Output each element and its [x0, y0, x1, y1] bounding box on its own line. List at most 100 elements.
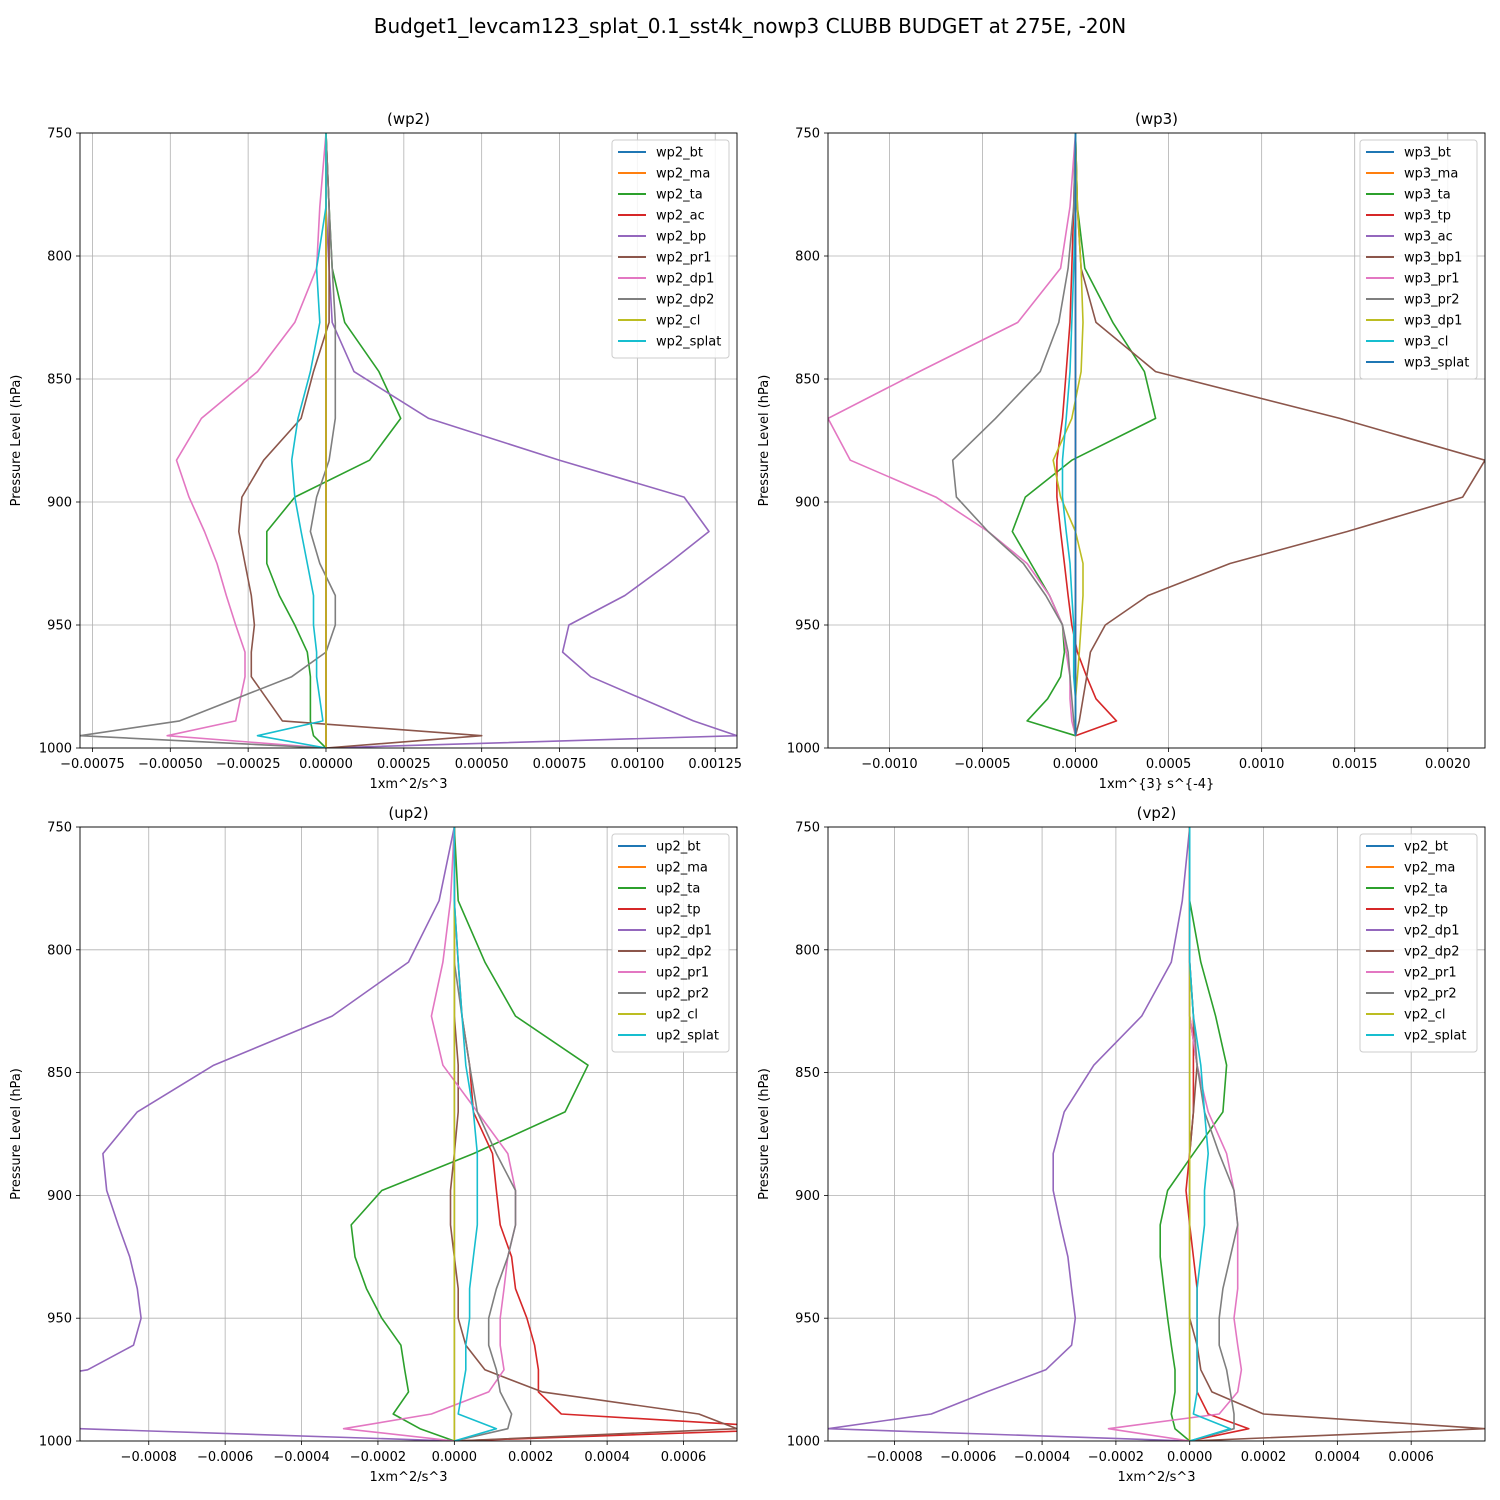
series-line-wp3_bp1 [1074, 133, 1485, 736]
panel-vp2: 750 800 850 900 950 1000 −0.0008 −0.0006 −0.0004… [757, 804, 1486, 1485]
panel-title: (wp3) [1135, 110, 1178, 128]
legend-label: up2_pr1 [656, 966, 709, 981]
series-line-wp2_dp2 [80, 133, 337, 748]
series-line-vp2_dp1 [828, 827, 1191, 1441]
y-tick-label: 800 [47, 943, 72, 958]
y-tick-label: 1000 [39, 742, 72, 757]
series-line-up2_ta [350, 827, 589, 1441]
panel-title: (wp2) [387, 110, 430, 128]
series-group [828, 827, 1485, 1441]
legend-label: wp3_splat [1404, 356, 1469, 371]
plot-frame [827, 132, 1486, 749]
series-line-wp2_dp1 [166, 133, 327, 748]
y-tick-label: 750 [795, 127, 820, 142]
x-tick-label: 0.0010 [1239, 757, 1285, 772]
y-tick-label: 850 [795, 373, 820, 388]
y-tick-label: 750 [47, 127, 72, 142]
legend-label: wp3_tp [1404, 209, 1451, 224]
legend-label: vp2_ma [1404, 861, 1455, 876]
legend-label: wp2_bp [656, 230, 706, 245]
series-line-wp3_pr1 [828, 133, 1077, 736]
x-tick-label: −0.0002 [1088, 1450, 1144, 1465]
legend-label: vp2_tp [1404, 903, 1448, 918]
series-line-wp3_tp [1056, 133, 1118, 737]
panel-title: (up2) [388, 804, 428, 822]
series-group [80, 827, 737, 1441]
legend-label: wp3_pr1 [1404, 272, 1460, 287]
y-tick-label: 950 [795, 1312, 820, 1327]
x-tick-label: −0.00075 [60, 757, 125, 772]
series-group [80, 133, 737, 748]
x-tick-label: 0.0000 [1167, 1450, 1213, 1465]
series-group [828, 133, 1485, 737]
x-tick-label: −0.0004 [273, 1450, 329, 1465]
legend-label: up2_dp1 [656, 924, 712, 939]
y-tick-label: 1000 [39, 1435, 72, 1450]
x-axis-label: 1xm^2/s^3 [1117, 1470, 1195, 1485]
legend-label: up2_pr2 [656, 987, 709, 1002]
legend-label: vp2_pr1 [1404, 966, 1457, 981]
y-tick-label: 750 [47, 821, 72, 836]
x-tick-label: −0.0006 [940, 1450, 996, 1465]
x-tick-label: 0.0000 [1053, 757, 1099, 772]
legend-label: vp2_dp2 [1404, 945, 1460, 960]
series-line-vp2_splat [1188, 827, 1232, 1441]
x-tick-label: 0.0004 [584, 1450, 630, 1465]
y-tick-label: 800 [795, 250, 820, 265]
legend-label: vp2_cl [1404, 1008, 1445, 1023]
legend-label: up2_splat [656, 1029, 719, 1044]
legend-label: wp3_ta [1404, 188, 1451, 203]
legend: wp2_bt wp2_ma wp2_ta wp2_ac wp2_bp wp2_pr1 wp2… [611, 139, 730, 359]
legend-label: wp2_ma [656, 167, 710, 182]
x-tick-label: −0.0006 [197, 1450, 253, 1465]
x-axis-label: 1xm^2/s^3 [369, 777, 447, 792]
series-line-up2_dp1 [80, 827, 456, 1441]
panel-wp2: 750 800 850 900 950 1000−0.00075 −0.00050 −0.00… [9, 110, 742, 792]
legend-label: wp2_dp2 [656, 293, 714, 308]
x-tick-label: −0.0004 [1014, 1450, 1070, 1465]
legend-label: wp3_bt [1404, 146, 1451, 161]
x-tick-label: 0.00000 [299, 757, 353, 772]
series-line-wp2_bp [325, 133, 737, 748]
x-tick-label: 0.00125 [688, 757, 742, 772]
x-tick-label: 0.00075 [533, 757, 587, 772]
series-line-vp2_pr1 [1107, 827, 1243, 1441]
series-line-wp3_cl [1061, 133, 1077, 736]
x-tick-label: −0.0010 [861, 757, 917, 772]
y-tick-label: 800 [795, 943, 820, 958]
plot-frame [79, 826, 738, 1442]
y-tick-label: 950 [795, 619, 820, 634]
legend-label: wp2_bt [656, 146, 703, 161]
y-tick-label: 850 [795, 1066, 820, 1081]
legend: wp3_bt wp3_ma wp3_ta wp3_tp wp3_ac wp3_bp1 wp3… [1359, 139, 1478, 380]
x-tick-label: −0.0005 [954, 757, 1010, 772]
legend-label: up2_dp2 [656, 945, 712, 960]
x-tick-label: 0.0015 [1332, 757, 1378, 772]
y-tick-label: 750 [795, 821, 820, 836]
legend-label: vp2_ta [1404, 882, 1448, 897]
x-tick-label: 0.0005 [1146, 757, 1192, 772]
series-line-wp2_ta [265, 133, 402, 748]
y-tick-label: 900 [795, 1189, 820, 1204]
legend-label: up2_bt [656, 840, 701, 855]
y-axis-label: Pressure Level (hPa) [9, 375, 24, 507]
series-line-wp3_ta [1011, 133, 1157, 737]
legend-label: up2_ma [656, 861, 708, 876]
y-tick-label: 900 [795, 496, 820, 511]
legend-label: up2_cl [656, 1008, 698, 1023]
legend-label: vp2_dp1 [1404, 924, 1460, 939]
legend: up2_bt up2_ma up2_ta up2_tp up2_dp1 up2_dp2up… [611, 833, 730, 1053]
legend-label: vp2_splat [1404, 1029, 1466, 1044]
plot-frame [827, 826, 1486, 1442]
y-tick-label: 850 [47, 1066, 72, 1081]
y-tick-label: 800 [47, 250, 72, 265]
series-line-wp2_pr1 [238, 133, 483, 748]
y-axis-label: Pressure Level (hPa) [757, 1068, 772, 1200]
series-line-wp3_pr2 [951, 133, 1077, 736]
x-tick-label: 0.0002 [508, 1450, 554, 1465]
series-line-wp2_splat [256, 133, 327, 748]
x-tick-label: −0.0002 [350, 1450, 406, 1465]
y-tick-label: 950 [47, 619, 72, 634]
legend-label: wp3_dp1 [1404, 314, 1462, 329]
legend-label: wp2_dp1 [656, 272, 714, 287]
